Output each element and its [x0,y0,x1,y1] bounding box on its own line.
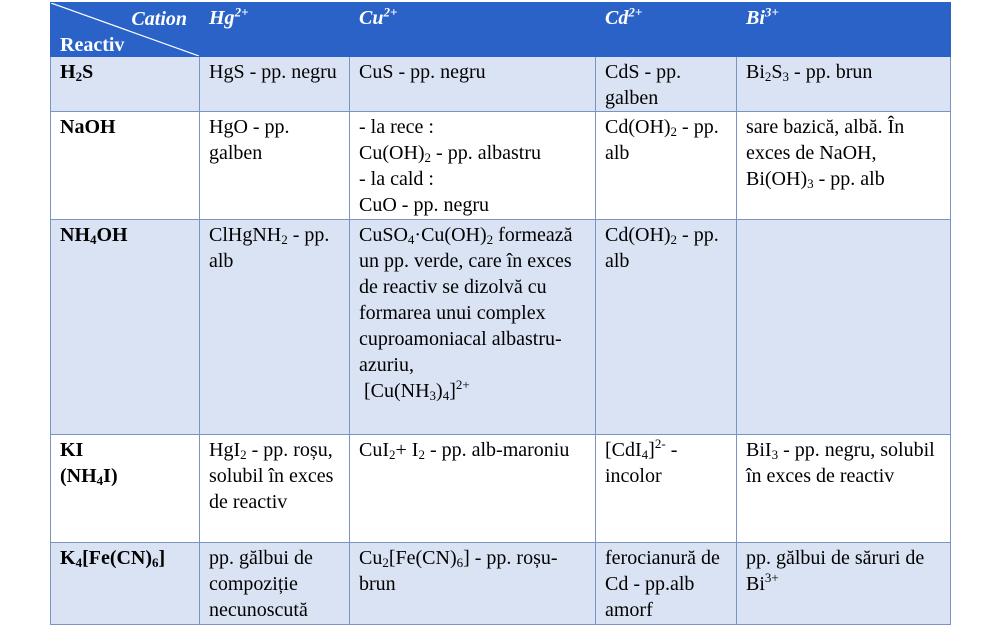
cell-naoh-cd: Cd(OH)2 - pp. alb [595,111,737,220]
reactiv-label: Reactiv [60,34,125,56]
header-hg: Hg2+ [199,2,350,57]
cell-naoh-hg: HgO - pp. galben [199,111,350,220]
cell-nh4oh-bi [736,219,951,435]
header-cu: Cu2+ [349,2,596,57]
cell-k4fecn6-cu: Cu2[Fe(CN)6] - pp. roșu-brun [349,542,596,625]
cell-k4fecn6-bi: pp. gălbui de săruri de Bi3+ [736,542,951,625]
cell-ki-cd: [CdI4]2- - incolor [595,434,737,543]
header-row: Cation Reactiv Hg2+ Cu2+ Cd2+ Bi3+ [50,2,951,57]
cell-ki-cu: CuI2+ I2 - pp. alb-maroniu [349,434,596,543]
reagent-naoh: NaOH [50,111,200,220]
reagent-k4fecn6: K4[Fe(CN)6] [50,542,200,625]
cu-hot-result: CuO - pp. negru [359,194,489,216]
cell-nh4oh-cu: CuSO4·Cu(OH)2 formează un pp. verde, car… [349,219,596,435]
cell-h2s-cd: CdS - pp. galben [595,56,737,112]
cell-ki-bi: BiI3 - pp. negru, solubil în exces de re… [736,434,951,543]
row-h2s: H2S HgS - pp. negru CuS - pp. negru CdS … [50,56,951,112]
header-cd: Cd2+ [595,2,737,57]
reagent-ki: KI (NH4I) [50,434,200,543]
cu-hot-label: - la cald : [359,168,434,190]
cell-naoh-bi: sare bazică, albă. În exces de NaOH, Bi(… [736,111,951,220]
cell-h2s-bi: Bi2S3 - pp. brun [736,56,951,112]
row-ki: KI (NH4I) HgI2 - pp. roșu, solubil în exc… [50,434,951,543]
cell-naoh-cu: - la rece : Cu(OH)2 - pp. albastru - la … [349,111,596,220]
cell-ki-hg: HgI2 - pp. roșu, solubil în exces de rea… [199,434,350,543]
reagent-nh4oh: NH4OH [50,219,200,435]
cu-cold-label: - la rece : [359,116,434,138]
header-bi: Bi3+ [736,2,951,57]
cell-k4fecn6-cd: ferocianură de Cd - pp.alb amorf [595,542,737,625]
row-k4fecn6: K4[Fe(CN)6] pp. gălbui de compoziție nec… [50,542,951,625]
reagent-h2s: H2S [50,56,200,112]
reactions-table: Cation Reactiv Hg2+ Cu2+ Cd2+ Bi3+ H2S H… [50,2,951,625]
row-naoh: NaOH HgO - pp. galben - la rece : Cu(OH)… [50,111,951,220]
cell-h2s-cu: CuS - pp. negru [349,56,596,112]
cell-k4fecn6-hg: pp. gălbui de compoziție necunoscută [199,542,350,625]
cu-cold-result: Cu(OH)2 - pp. albastru [359,142,542,165]
cell-nh4oh-hg: ClHgNH2 - pp. alb [199,219,350,435]
cell-h2s-hg: HgS - pp. negru [199,56,350,112]
corner-header-cell: Cation Reactiv [50,2,200,57]
row-nh4oh: NH4OH ClHgNH2 - pp. alb CuSO4·Cu(OH)2 fo… [50,219,951,435]
diagonal-divider [51,3,199,56]
cation-label: Cation [131,8,187,30]
cell-nh4oh-cd: Cd(OH)2 - pp. alb [595,219,737,435]
